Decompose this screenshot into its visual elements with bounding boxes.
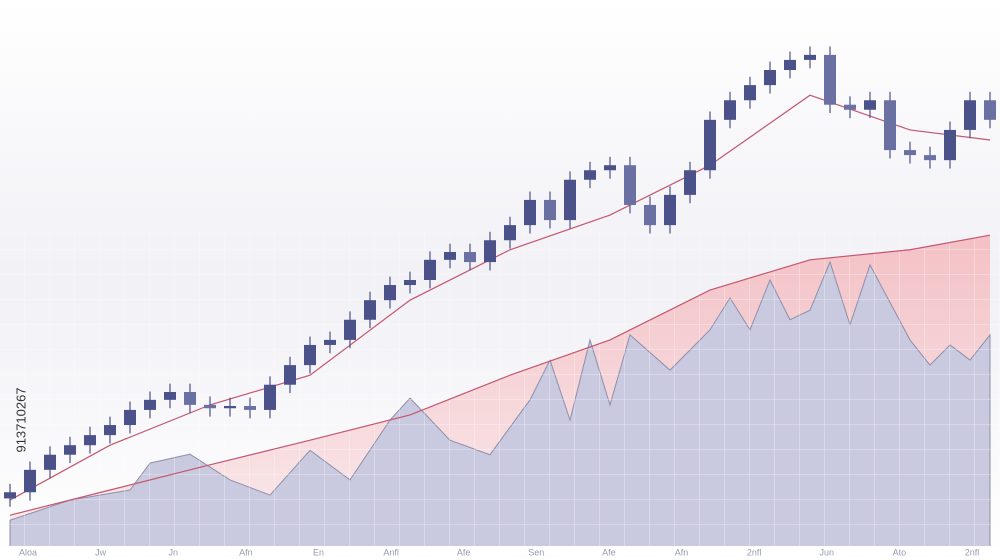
candle-body — [244, 406, 256, 410]
candle-body — [324, 339, 336, 345]
candle-body — [664, 194, 676, 226]
candle-body — [304, 344, 316, 366]
moving-average-line — [9, 234, 991, 516]
candle-body — [24, 469, 36, 493]
candle-body — [544, 199, 556, 221]
x-tick-label: Afn — [239, 547, 253, 557]
candle-body — [564, 179, 576, 221]
candle-body — [724, 100, 736, 120]
candle-body — [204, 404, 216, 409]
candle-body — [684, 170, 696, 195]
x-tick-label: Ato — [893, 547, 907, 557]
candle-body — [84, 435, 96, 446]
candle-body — [524, 199, 536, 226]
candle-body — [744, 85, 756, 101]
candle-body — [704, 119, 716, 171]
candle-body — [104, 425, 116, 436]
candle-body — [584, 170, 596, 180]
candle-body — [804, 54, 816, 60]
x-tick-label: 2nfl — [965, 547, 980, 557]
candle-body — [824, 54, 836, 105]
candle-body — [224, 406, 236, 409]
axis-strip — [0, 546, 1000, 560]
candle-body — [444, 252, 456, 260]
x-tick-label: Jw — [95, 547, 107, 557]
candle-body — [144, 399, 156, 410]
candle-body — [884, 100, 896, 151]
candle-body — [484, 240, 496, 263]
candle-body — [504, 225, 516, 241]
candle-body — [784, 59, 796, 70]
x-tick-label: Anfl — [383, 547, 399, 557]
candle-body — [604, 165, 616, 171]
candle-body — [344, 319, 356, 340]
candle-body — [624, 165, 636, 205]
moving-average-line — [9, 94, 991, 501]
candle-body — [164, 392, 176, 400]
candle-body — [464, 252, 476, 263]
x-tick-label: Aloa — [19, 547, 37, 557]
candle-body — [4, 492, 16, 499]
candle-body — [764, 70, 776, 86]
candle-body — [264, 384, 276, 410]
x-tick-label: 2nfl — [747, 547, 762, 557]
candle-body — [844, 104, 856, 110]
candle-body — [964, 100, 976, 130]
candle-body — [864, 100, 876, 110]
x-tick-label: Jn — [168, 547, 178, 557]
candle-body — [984, 100, 996, 120]
x-tick-label: Sen — [528, 547, 544, 557]
candle-body — [364, 300, 376, 320]
candle-body — [44, 454, 56, 470]
x-tick-label: Afe — [457, 547, 471, 557]
candle-body — [904, 150, 916, 156]
candle-body — [124, 409, 136, 426]
candle-body — [64, 445, 76, 455]
x-tick-label: Jun — [820, 547, 835, 557]
candle-body — [404, 280, 416, 286]
x-tick-label: En — [313, 547, 324, 557]
candle-body — [184, 392, 196, 405]
candle-body — [284, 365, 296, 385]
grid-pattern — [0, 230, 1000, 548]
watermark-id: 913710267 — [13, 387, 28, 452]
candle-body — [424, 259, 436, 280]
x-tick-label: Afn — [675, 547, 689, 557]
candle-body — [944, 129, 956, 161]
candle-body — [924, 155, 936, 161]
candle-body — [384, 285, 396, 301]
candle-body — [644, 204, 656, 226]
x-tick-label: Afe — [602, 547, 616, 557]
